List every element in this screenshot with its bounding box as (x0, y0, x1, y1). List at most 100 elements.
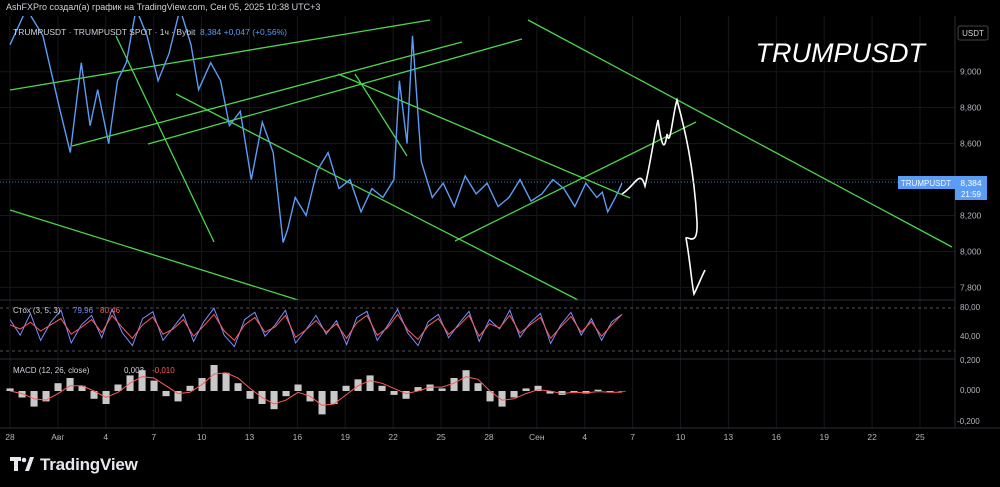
time-tick-label: 19 (341, 432, 351, 442)
macd-hist-bar (570, 391, 578, 393)
macd-hist-bar (594, 389, 602, 391)
last-price-countdown: 21:59 (961, 190, 982, 199)
macd-hist-bar (42, 391, 50, 402)
macd-hist-bar (486, 391, 494, 402)
macd-hist-bar (546, 391, 554, 394)
trendline-steep-2[interactable] (354, 73, 408, 157)
macd-signal-line (9, 372, 622, 406)
macd-hist-bar (522, 388, 530, 391)
macd-hist-bar (450, 378, 458, 391)
trendline-resistance[interactable] (527, 19, 953, 248)
chart-frame: TRUMPUSDT TRUMPUSDT · TRUMPUSDT SPOT · 1… (0, 6, 1000, 446)
chart-credit: AshFXPro создал(а) график на TradingView… (6, 2, 321, 12)
price-tick-label: 8,000 (960, 246, 982, 256)
price-tick-label: 8,200 (960, 211, 982, 221)
price-series-line (9, 6, 623, 243)
trendline-lower[interactable] (9, 209, 299, 301)
time-tick-label: 25 (915, 432, 925, 442)
macd-label: MACD (12, 26, close) (13, 366, 90, 375)
time-tick-label: 7 (630, 432, 635, 442)
ohlc-snippet: 8,384 +0,047 (+0,56%) (200, 27, 287, 37)
macd-tick-top: 0,200 (960, 356, 981, 365)
stoch-d-value: 80,46 (100, 306, 121, 315)
macd-hist-bar (378, 385, 386, 391)
time-tick-label: 28 (484, 432, 494, 442)
price-chart[interactable]: TRUMPUSDT TRUMPUSDT · TRUMPUSDT SPOT · 1… (0, 6, 1000, 446)
time-tick-label: 22 (867, 432, 877, 442)
time-tick-label: 28 (5, 432, 15, 442)
macd-pane[interactable]: MACD (12, 26, close) 0,003 -0,010 0,200 … (6, 356, 981, 426)
time-tick-label: 10 (197, 432, 207, 442)
trendline-steep-1[interactable] (115, 35, 215, 243)
macd-hist-bar (246, 391, 254, 399)
price-tick-label: 8,600 (960, 139, 982, 149)
price-tick-label: 7,800 (960, 282, 982, 292)
macd-hist-bar (318, 391, 326, 415)
tradingview-brand: TradingView (40, 455, 138, 474)
tradingview-footer[interactable]: TradingView (10, 455, 138, 475)
time-tick-label: 16 (293, 432, 303, 442)
macd-hist-bar (330, 391, 338, 404)
macd-hist-bar (462, 370, 470, 391)
macd-hist-bar (606, 391, 614, 393)
stoch-label: Стох (3, 5, 3) (13, 306, 61, 315)
macd-hist-bar (174, 391, 182, 402)
time-tick-label: 13 (245, 432, 255, 442)
macd-hist-bar (390, 391, 398, 395)
tradingview-logo-icon (10, 457, 34, 471)
chart-title: TRUMPUSDT (756, 38, 928, 68)
last-price-value: 8,384 (960, 178, 982, 188)
stoch-tick-80: 80,00 (960, 303, 981, 312)
macd-hist-bar (498, 391, 506, 407)
macd-hist-bar (414, 387, 422, 391)
macd-hist-bar (186, 385, 194, 391)
macd-hist-bar (426, 384, 434, 391)
macd-hist-bar (282, 391, 290, 397)
macd-value: 0,003 (124, 366, 145, 375)
macd-hist-bar (474, 383, 482, 391)
time-tick-label: 4 (582, 432, 587, 442)
projection-path[interactable] (621, 97, 706, 297)
time-tick-label: 13 (724, 432, 734, 442)
macd-hist-bar (402, 391, 410, 399)
trendline-channel-1[interactable] (71, 41, 463, 147)
time-axis-ticks: 28 Авг 4 7 10 13 16 19 22 25 28 Сен 4 7 10 13 16 19 22 25 (5, 432, 925, 442)
chart-background (0, 16, 1000, 446)
macd-tick-bottom: -0,200 (957, 417, 980, 426)
macd-hist-bar (150, 380, 158, 391)
time-tick-label: Авг (51, 432, 64, 442)
macd-hist-bar (366, 375, 374, 391)
macd-hist-bar (162, 391, 170, 397)
trendline-descending-channel-mid[interactable] (337, 73, 631, 199)
macd-hist-bar (294, 384, 302, 391)
time-tick-label: 10 (676, 432, 686, 442)
time-tick-label: 19 (819, 432, 829, 442)
last-price-badge (955, 176, 987, 200)
stoch-k-line (9, 307, 623, 348)
macd-hist-bar (510, 391, 518, 398)
macd-signal-value: -0,010 (152, 366, 175, 375)
currency-badge[interactable] (957, 25, 989, 41)
price-tick-label: 8,800 (960, 103, 982, 113)
macd-hist-bar (18, 391, 26, 398)
trendline-rising-support[interactable] (454, 121, 697, 242)
macd-hist-bar (210, 365, 218, 391)
stoch-k-value: 79,96 (73, 306, 94, 315)
macd-hist-bar (222, 372, 230, 391)
macd-hist-bar (114, 384, 122, 391)
macd-hist-bar (438, 388, 446, 391)
symbol-line: TRUMPUSDT · TRUMPUSDT SPOT · 1ч · Bybit (13, 27, 196, 37)
macd-hist-bar (66, 378, 74, 391)
macd-hist-bar (534, 385, 542, 391)
stoch-d-line (9, 313, 623, 342)
trendline-channel-2[interactable] (147, 38, 523, 145)
stoch-pane[interactable]: Стох (3, 5, 3) 79,96 80,46 80,00 40,00 (0, 303, 981, 352)
stoch-tick-40: 40,00 (960, 332, 981, 341)
macd-tick-zero: 0,000 (960, 386, 981, 395)
macd-hist-bar (6, 388, 14, 391)
macd-hist-bar (582, 391, 590, 394)
macd-hist-bar (558, 391, 566, 395)
macd-hist-bar (354, 379, 362, 391)
macd-hist-bar (618, 391, 626, 392)
time-tick-label: Сен (529, 432, 545, 442)
